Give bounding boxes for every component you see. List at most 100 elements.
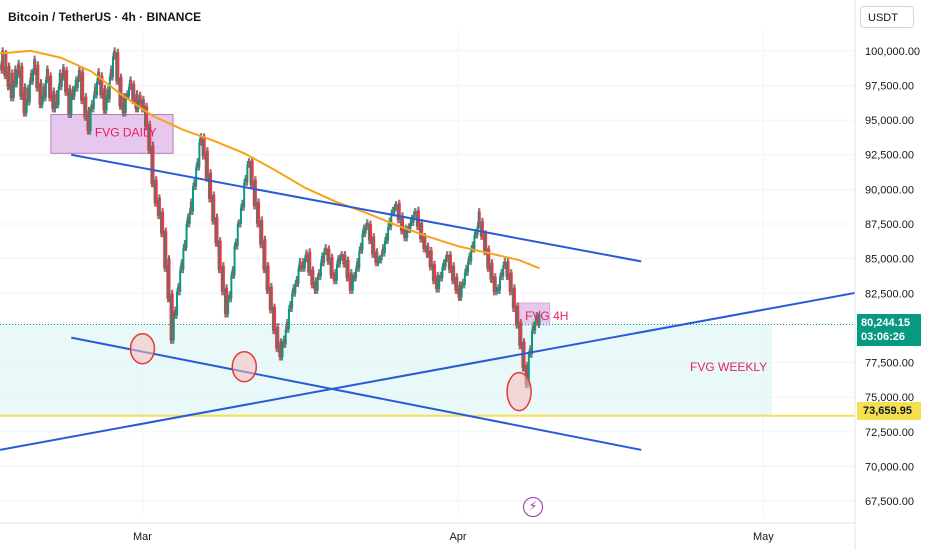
candle-body	[76, 78, 79, 89]
candle-body	[243, 182, 246, 208]
candle-body	[306, 253, 309, 259]
candle-body	[155, 179, 158, 204]
candle-body	[41, 97, 44, 105]
candle-body	[130, 79, 133, 87]
candle-body	[367, 226, 370, 241]
candle-body	[197, 161, 200, 168]
candle-body	[516, 305, 519, 326]
flash-icon[interactable]: ⚡	[523, 497, 543, 517]
candle-body	[316, 276, 319, 291]
candle-body	[448, 254, 451, 270]
candle-body	[536, 315, 539, 323]
candle-body	[260, 219, 263, 245]
candle-body	[46, 68, 49, 80]
candle-body	[297, 268, 300, 284]
x-tick-label: Apr	[449, 531, 466, 543]
candle-body	[74, 79, 77, 89]
candle-body	[357, 261, 360, 269]
candle-body	[86, 117, 89, 132]
candle-body	[184, 243, 187, 248]
candle-body	[480, 221, 483, 237]
candle-body	[186, 217, 189, 224]
candle-body	[90, 103, 93, 109]
candle-body	[171, 293, 174, 341]
candle-body	[323, 251, 326, 263]
candle-body	[138, 95, 141, 104]
candle-body	[513, 287, 516, 309]
chart-title: Bitcoin / TetherUS · 4h · BINANCE	[8, 10, 202, 24]
candle-body	[489, 268, 492, 280]
candle-body	[351, 278, 354, 291]
candle-body	[310, 272, 313, 285]
candle-body	[247, 161, 250, 165]
candle-body	[96, 81, 99, 96]
candle-body	[198, 142, 201, 168]
candle-body	[331, 257, 334, 276]
candle-body	[507, 261, 510, 277]
candle-body	[535, 315, 538, 323]
candle-body	[301, 261, 304, 269]
candle-body	[486, 251, 489, 269]
candle-body	[414, 211, 417, 215]
candle-body	[299, 261, 302, 269]
candle-body	[463, 272, 466, 285]
candle-body	[267, 265, 270, 291]
zone-label: FVG DAILY	[95, 126, 157, 140]
candle-body	[124, 96, 127, 114]
candle-body	[341, 254, 344, 258]
candle-body	[295, 279, 298, 284]
candle-body	[462, 282, 465, 285]
candle-body	[503, 261, 506, 266]
candle-body	[188, 211, 191, 224]
candle-body	[88, 110, 91, 132]
candle-body	[376, 251, 379, 263]
candle-body	[66, 70, 69, 93]
currency-button[interactable]: USDT	[860, 6, 914, 28]
candle-body	[218, 240, 221, 270]
candle-body	[254, 179, 257, 206]
candle-body	[209, 172, 212, 200]
candle-body	[23, 86, 26, 114]
candle-body	[405, 228, 408, 238]
candle-body	[29, 72, 32, 82]
candle-body	[151, 145, 154, 184]
candle-body	[77, 70, 80, 79]
candle-body	[386, 236, 389, 241]
candle-body	[389, 221, 392, 227]
candle-body	[283, 339, 286, 345]
grid	[0, 30, 855, 515]
candle-body	[13, 68, 16, 85]
candle-body	[157, 197, 160, 216]
candle-body	[456, 276, 459, 291]
candle-body	[415, 214, 418, 227]
candle-body	[499, 276, 502, 291]
candle-body	[114, 50, 117, 57]
candle-body	[212, 194, 215, 222]
candle-body	[278, 348, 281, 358]
candle-body	[308, 251, 311, 273]
candle-body	[18, 63, 21, 75]
candle-body	[233, 246, 236, 276]
candle-body	[302, 261, 305, 269]
candle-body	[131, 86, 134, 101]
candle-body	[180, 262, 183, 270]
y-tick-label: 90,000.00	[865, 184, 914, 196]
candle-body	[491, 262, 494, 280]
candle-body	[17, 63, 20, 75]
candle-body	[103, 88, 106, 111]
candle-body	[430, 250, 433, 267]
candle-body	[115, 56, 118, 82]
candle-body	[377, 260, 380, 263]
candle-body	[100, 75, 103, 96]
candle-body	[455, 276, 458, 291]
candle-body	[275, 330, 278, 349]
candle-body	[394, 204, 397, 208]
candle-body	[319, 262, 322, 277]
candle-body	[470, 248, 473, 262]
candle-body	[356, 261, 359, 269]
candle-body	[140, 103, 143, 109]
candle-body	[472, 244, 475, 249]
candle-body	[135, 93, 138, 109]
